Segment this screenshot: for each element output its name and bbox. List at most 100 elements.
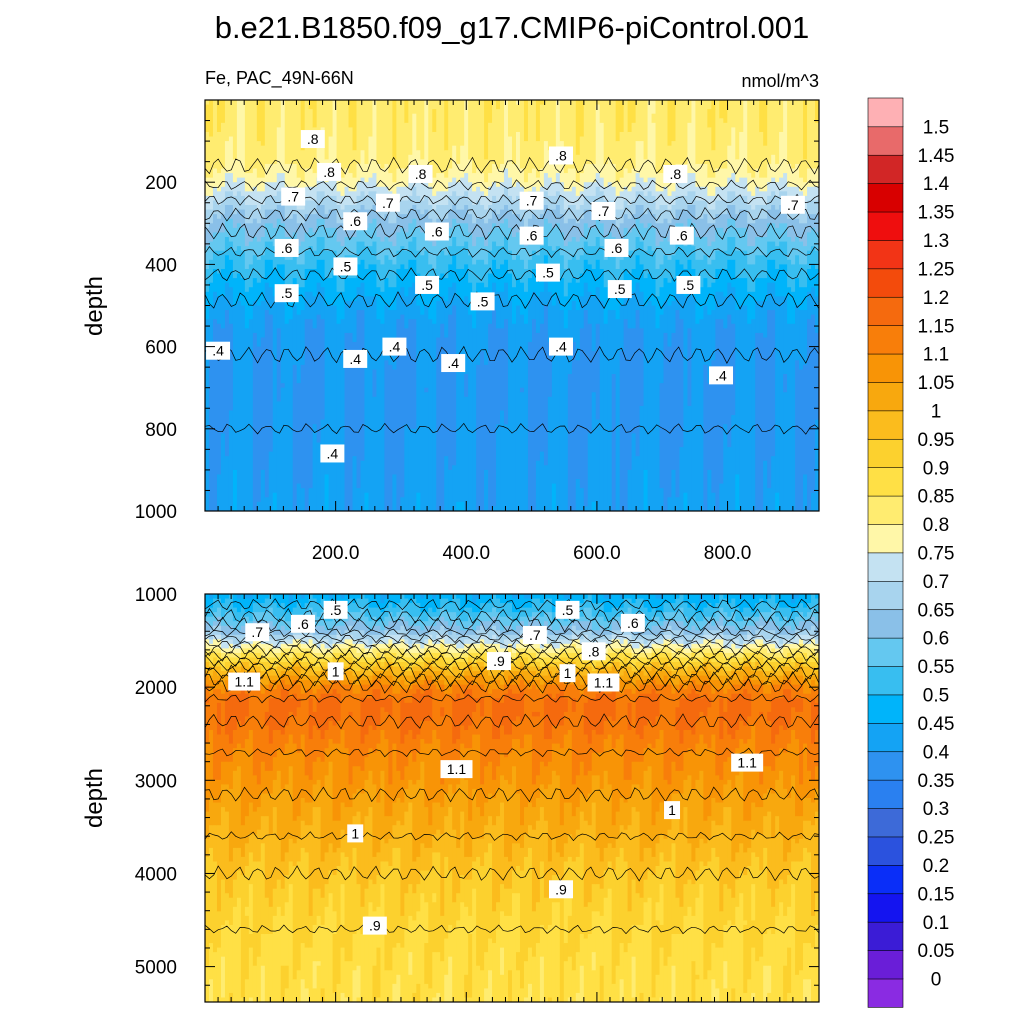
top-contour-label: .6 xyxy=(424,222,449,241)
bottom-contour-label: .5 xyxy=(323,600,348,619)
colorbar-swatch xyxy=(867,609,904,639)
bottom-ylabel: depth xyxy=(81,768,108,828)
bottom-contour-line xyxy=(205,670,819,688)
colorbar-swatch xyxy=(867,864,904,895)
top-panel-units-label: nmol/m^3 xyxy=(742,71,819,91)
bottom-axes: 1000 2000 3000 4000 5000 xyxy=(135,585,820,1003)
svg-text:.7: .7 xyxy=(598,203,610,219)
colorbar-tick-label: 1.1 xyxy=(923,345,949,366)
y-tick-label: 200 xyxy=(145,173,177,194)
bottom-contour-lines xyxy=(205,598,819,935)
colorbar-tick-label: 0.25 xyxy=(918,828,955,849)
colorbar-swatch xyxy=(867,552,904,582)
bottom-contour-line xyxy=(205,639,819,650)
top-panel: Fe, PAC_49N-66N nmol/m^3 .8 .8 .8 .8 .8 .7 .7.… xyxy=(81,68,820,564)
svg-text:.5: .5 xyxy=(340,258,352,274)
svg-text:.6: .6 xyxy=(676,228,688,244)
y-tick-label: 600 xyxy=(145,338,177,359)
top-contour-label: .8 xyxy=(408,164,433,183)
svg-text:.8: .8 xyxy=(669,166,681,182)
bottom-contour-label: 1.1 xyxy=(587,673,620,692)
colorbar-swatch xyxy=(867,523,904,554)
colorbar-tick-label: 0.5 xyxy=(923,686,949,707)
bottom-contour-line xyxy=(205,598,819,612)
colorbar-tick-label: 1.2 xyxy=(923,288,949,309)
colorbar: 0 0.05 0.1 0.15 0.2 0.25 0.3 0.35 0.4 0.45 0.5 0.55… xyxy=(867,97,955,1008)
y-tick-label: 2000 xyxy=(135,678,177,699)
bottom-contour-label: 1.1 xyxy=(440,760,473,779)
top-axes: 200.0 400.0 600.0 800.0 200 400 600 800 1000 xyxy=(135,99,820,564)
colorbar-swatch xyxy=(867,211,904,241)
bottom-contour-label: 1.1 xyxy=(731,753,764,772)
colorbar-swatch xyxy=(867,722,904,753)
svg-text:.5: .5 xyxy=(421,277,433,293)
top-ylabel: depth xyxy=(81,276,108,336)
svg-text:.5: .5 xyxy=(683,277,695,293)
bottom-contour-label: .6 xyxy=(290,614,315,633)
colorbar-tick-label: 1.4 xyxy=(923,174,950,195)
colorbar-tick-label: 1.3 xyxy=(923,231,949,252)
svg-text:.5: .5 xyxy=(614,281,626,297)
bottom-plot-area xyxy=(205,594,819,1002)
colorbar-tick-label: 0.1 xyxy=(923,913,949,934)
svg-text:.4: .4 xyxy=(349,351,361,367)
bottom-contour-line xyxy=(205,633,819,644)
svg-text:.4: .4 xyxy=(212,343,224,359)
colorbar-tick-label: 0.15 xyxy=(918,884,955,905)
bottom-contour-label: 1 xyxy=(347,824,364,843)
top-contour-label: .5 xyxy=(535,263,560,282)
top-contour-label: .4 xyxy=(382,337,407,356)
top-contour-label: .7 xyxy=(281,187,306,206)
svg-text:.4: .4 xyxy=(327,445,339,461)
bottom-contour-line xyxy=(205,713,819,730)
colorbar-swatch xyxy=(867,296,904,326)
svg-text:.8: .8 xyxy=(555,147,567,163)
bottom-contour-line xyxy=(205,607,819,625)
colorbar-tick-label: 0 xyxy=(931,970,942,991)
colorbar-swatch xyxy=(867,580,904,611)
colorbar-tick-label: 0.05 xyxy=(918,941,955,962)
colorbar-swatch xyxy=(867,751,904,781)
top-contour-line xyxy=(205,246,819,259)
bottom-contour-label: 1 xyxy=(327,662,344,681)
svg-text:.5: .5 xyxy=(281,285,293,301)
colorbar-tick-label: 0.6 xyxy=(923,629,949,650)
svg-text:.4: .4 xyxy=(389,339,401,355)
svg-text:.6: .6 xyxy=(281,240,293,256)
colorbar-swatch xyxy=(867,694,904,724)
top-contour-label: .7 xyxy=(780,195,805,214)
svg-text:.6: .6 xyxy=(526,228,538,244)
top-contour-label: .4 xyxy=(709,366,734,385)
top-contour-label: .7 xyxy=(519,191,544,210)
colorbar-swatch xyxy=(867,97,904,128)
colorbar-tick-label: 0.75 xyxy=(918,544,955,565)
colorbar-swatch xyxy=(867,836,904,866)
top-contour-line xyxy=(205,291,819,310)
top-contour-label: .6 xyxy=(274,238,299,257)
top-contour-line xyxy=(205,156,819,175)
colorbar-swatch xyxy=(867,324,904,355)
top-contour-label: .4 xyxy=(343,349,368,368)
svg-text:.7: .7 xyxy=(382,195,394,211)
top-contour-line xyxy=(205,345,819,364)
top-contour-lines xyxy=(205,156,819,435)
figure-title: b.e21.B1850.f09_g17.CMIP6-piControl.001 xyxy=(215,10,810,45)
colorbar-tick-label: 0.4 xyxy=(923,742,950,763)
y-tick-label: 1000 xyxy=(135,502,177,523)
top-contour-label: .6 xyxy=(604,238,629,257)
svg-text:.7: .7 xyxy=(787,197,799,213)
colorbar-tick-label: 1 xyxy=(931,401,942,422)
colorbar-swatch xyxy=(867,807,904,838)
colorbar-swatch xyxy=(867,126,904,156)
x-tick-label: 400.0 xyxy=(443,543,491,564)
top-contour-label: .4 xyxy=(320,444,345,463)
top-contour-label: .8 xyxy=(317,162,342,181)
x-tick-label: 800.0 xyxy=(704,543,752,564)
bottom-contour-line xyxy=(205,664,819,681)
top-contour-label: .4 xyxy=(206,341,231,360)
top-contour-line xyxy=(205,267,819,283)
colorbar-swatch xyxy=(867,438,904,468)
colorbar-swatch xyxy=(867,154,904,184)
top-contour-label: .4 xyxy=(548,337,573,356)
colorbar-swatch xyxy=(867,921,904,951)
